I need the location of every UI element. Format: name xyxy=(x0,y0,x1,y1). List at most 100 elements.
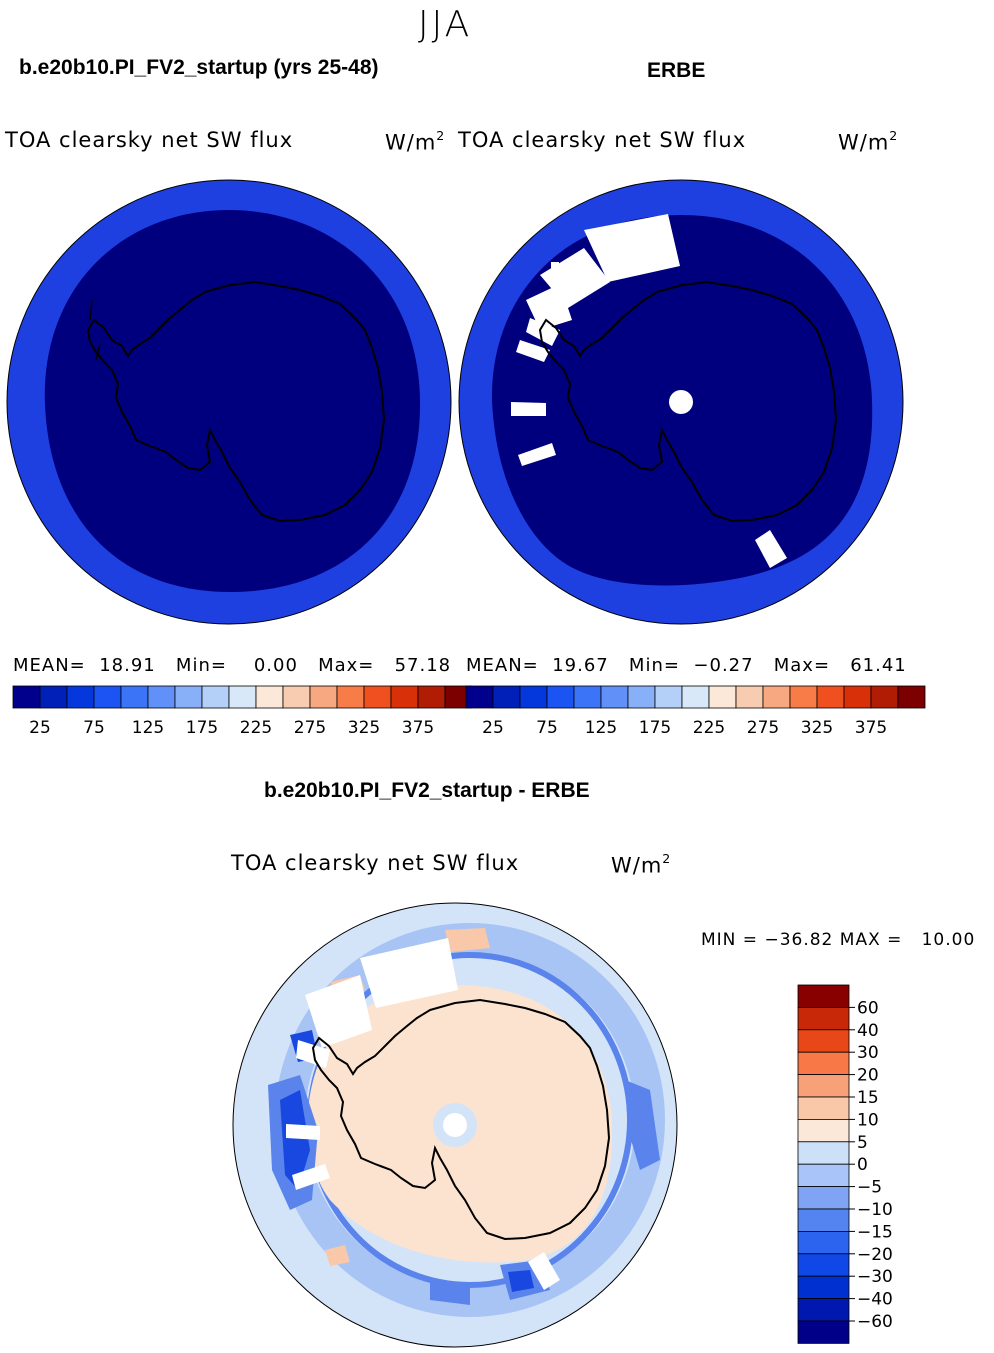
diff-colorbar-swatch xyxy=(797,1074,850,1098)
obs-colorbar-swatch xyxy=(600,685,629,709)
obs-colorbar-tick-label: 275 xyxy=(747,718,779,738)
obs-colorbar-swatch xyxy=(789,685,818,709)
model-colorbar-swatch xyxy=(147,685,176,709)
diff-colorbar-swatch xyxy=(797,984,850,1008)
model-colorbar-swatch xyxy=(282,685,311,709)
model-colorbar-swatch xyxy=(255,685,284,709)
obs-inner-region xyxy=(491,215,873,586)
diff-colorbar-swatch xyxy=(797,1275,850,1300)
model-variable-label: TOA clearsky net SW flux xyxy=(5,128,294,152)
obs-colorbar-tick-label: 125 xyxy=(585,718,617,738)
obs-colorbar: 25 75 125 175 225 275 325 375 xyxy=(465,685,926,738)
diff-colorbar-tick-label: −5 xyxy=(857,1178,882,1198)
model-colorbar-swatch xyxy=(93,685,122,709)
model-colorbar-swatch xyxy=(12,685,41,709)
obs-stats: MEAN= 19.67 Min= −0.27 Max= 61.41 xyxy=(466,655,907,676)
obs-colorbar-swatch xyxy=(465,685,494,709)
diff-colorbar-tick-label: −30 xyxy=(857,1267,893,1287)
diff-units-label: W/m2 xyxy=(611,851,672,878)
obs-colorbar-tick-label: 225 xyxy=(693,718,725,738)
obs-colorbar-swatch xyxy=(816,685,845,709)
model-colorbar-tick-label: 325 xyxy=(348,718,380,738)
model-colorbar-swatch xyxy=(390,685,419,709)
model-colorbar-swatch xyxy=(336,685,365,709)
obs-colorbar-swatch xyxy=(573,685,602,709)
diff-colorbar-swatch xyxy=(797,1118,850,1143)
diff-colorbar-swatch xyxy=(797,1051,850,1075)
obs-colorbar-tick-label: 75 xyxy=(536,718,558,738)
diff-colorbar-tick-label: −20 xyxy=(857,1245,893,1265)
diff-colorbar-tick-label: 20 xyxy=(857,1066,879,1086)
diff-colorbar-tick-label: −15 xyxy=(857,1222,893,1242)
model-colorbar-tick-label: 25 xyxy=(29,718,51,738)
diff-colorbar-swatch xyxy=(797,1253,850,1277)
obs-variable-label: TOA clearsky net SW flux xyxy=(458,128,747,152)
model-colorbar-tick-label: 225 xyxy=(240,718,272,738)
obs-antarctica-coastline xyxy=(538,280,838,523)
diff-minmax: MIN = −36.82 MAX = 10.00 xyxy=(701,930,976,950)
obs-colorbar-tick-label: 25 xyxy=(482,718,504,738)
diff-colorbar-swatch xyxy=(797,1320,850,1344)
obs-colorbar-tick-label: 175 xyxy=(639,718,671,738)
obs-colorbar-tick-label: 325 xyxy=(801,718,833,738)
diff-colorbar-swatch xyxy=(797,1186,850,1210)
diff-colorbar-swatch xyxy=(797,1096,850,1120)
diff-colorbar-swatch xyxy=(797,1006,850,1031)
obs-case-title: ERBE xyxy=(647,59,706,82)
model-stats: MEAN= 18.91 Min= 0.00 Max= 57.18 xyxy=(13,655,452,676)
obs-colorbar-swatch xyxy=(654,685,683,709)
model-colorbar-tick-label: 375 xyxy=(402,718,434,738)
model-antarctica-coastline xyxy=(86,280,386,523)
model-colorbar-tick-label: 175 xyxy=(186,718,218,738)
obs-missing-arc xyxy=(584,214,680,282)
diff-colorbar-swatch xyxy=(797,1208,850,1232)
diff-pole-missing xyxy=(443,1113,467,1137)
obs-colorbar-tick-label: 375 xyxy=(855,718,887,738)
diff-variable-label: TOA clearsky net SW flux xyxy=(231,851,520,875)
diff-colorbar-tick-label: 40 xyxy=(857,1021,879,1041)
model-colorbar-swatch xyxy=(120,685,149,709)
diff-colorbar-tick-label: 60 xyxy=(857,998,879,1018)
diff-colorbar-swatch xyxy=(797,1141,850,1165)
obs-colorbar-swatch xyxy=(519,685,548,709)
obs-colorbar-swatch xyxy=(546,685,575,709)
obs-colorbar-swatch xyxy=(627,685,656,709)
obs-colorbar-swatch xyxy=(870,685,899,709)
diff-colorbar-tick-label: −60 xyxy=(857,1312,893,1332)
diff-colorbar-swatch xyxy=(797,1029,850,1053)
obs-colorbar-swatch xyxy=(762,685,791,709)
obs-colorbar-swatch xyxy=(735,685,764,709)
obs-units-label: W/m2 xyxy=(838,128,899,155)
diff-colorbar-swatch xyxy=(797,1163,850,1187)
model-outer-band xyxy=(7,180,451,624)
diff-title: b.e20b10.PI_FV2_startup - ERBE xyxy=(264,779,590,802)
obs-pole-missing xyxy=(669,390,693,414)
obs-outer-band xyxy=(459,180,903,624)
model-colorbar-swatch xyxy=(417,685,446,709)
model-case-title: b.e20b10.PI_FV2_startup (yrs 25-48) xyxy=(19,56,379,79)
model-colorbar-swatch xyxy=(309,685,338,709)
model-colorbar-swatch xyxy=(66,685,95,709)
model-colorbar: 25 75 125 175 225 275 325 375 xyxy=(12,685,473,738)
model-colorbar-swatch xyxy=(363,685,392,709)
diff-colorbar-tick-label: −40 xyxy=(857,1290,893,1310)
diff-colorbar-tick-label: −10 xyxy=(857,1200,893,1220)
obs-colorbar-swatch xyxy=(897,685,926,709)
diff-antarctica-coastline xyxy=(311,998,611,1241)
diff-colorbar-tick-label: 5 xyxy=(857,1133,868,1153)
season-title: JJA xyxy=(418,4,473,45)
diff-land-region xyxy=(307,985,613,1263)
diff-colorbar-tick-label: 0 xyxy=(857,1155,868,1175)
diff-colorbar-tick-label: 15 xyxy=(857,1088,879,1108)
obs-colorbar-swatch xyxy=(492,685,521,709)
model-inner-region xyxy=(44,210,421,593)
diff-colorbar-tick-label: 10 xyxy=(857,1110,879,1130)
diff-colorbar-tick-label: 30 xyxy=(857,1043,879,1063)
obs-colorbar-swatch xyxy=(843,685,872,709)
model-colorbar-swatch xyxy=(228,685,257,709)
model-colorbar-tick-label: 125 xyxy=(132,718,164,738)
model-colorbar-swatch xyxy=(174,685,203,709)
model-colorbar-tick-label: 275 xyxy=(294,718,326,738)
